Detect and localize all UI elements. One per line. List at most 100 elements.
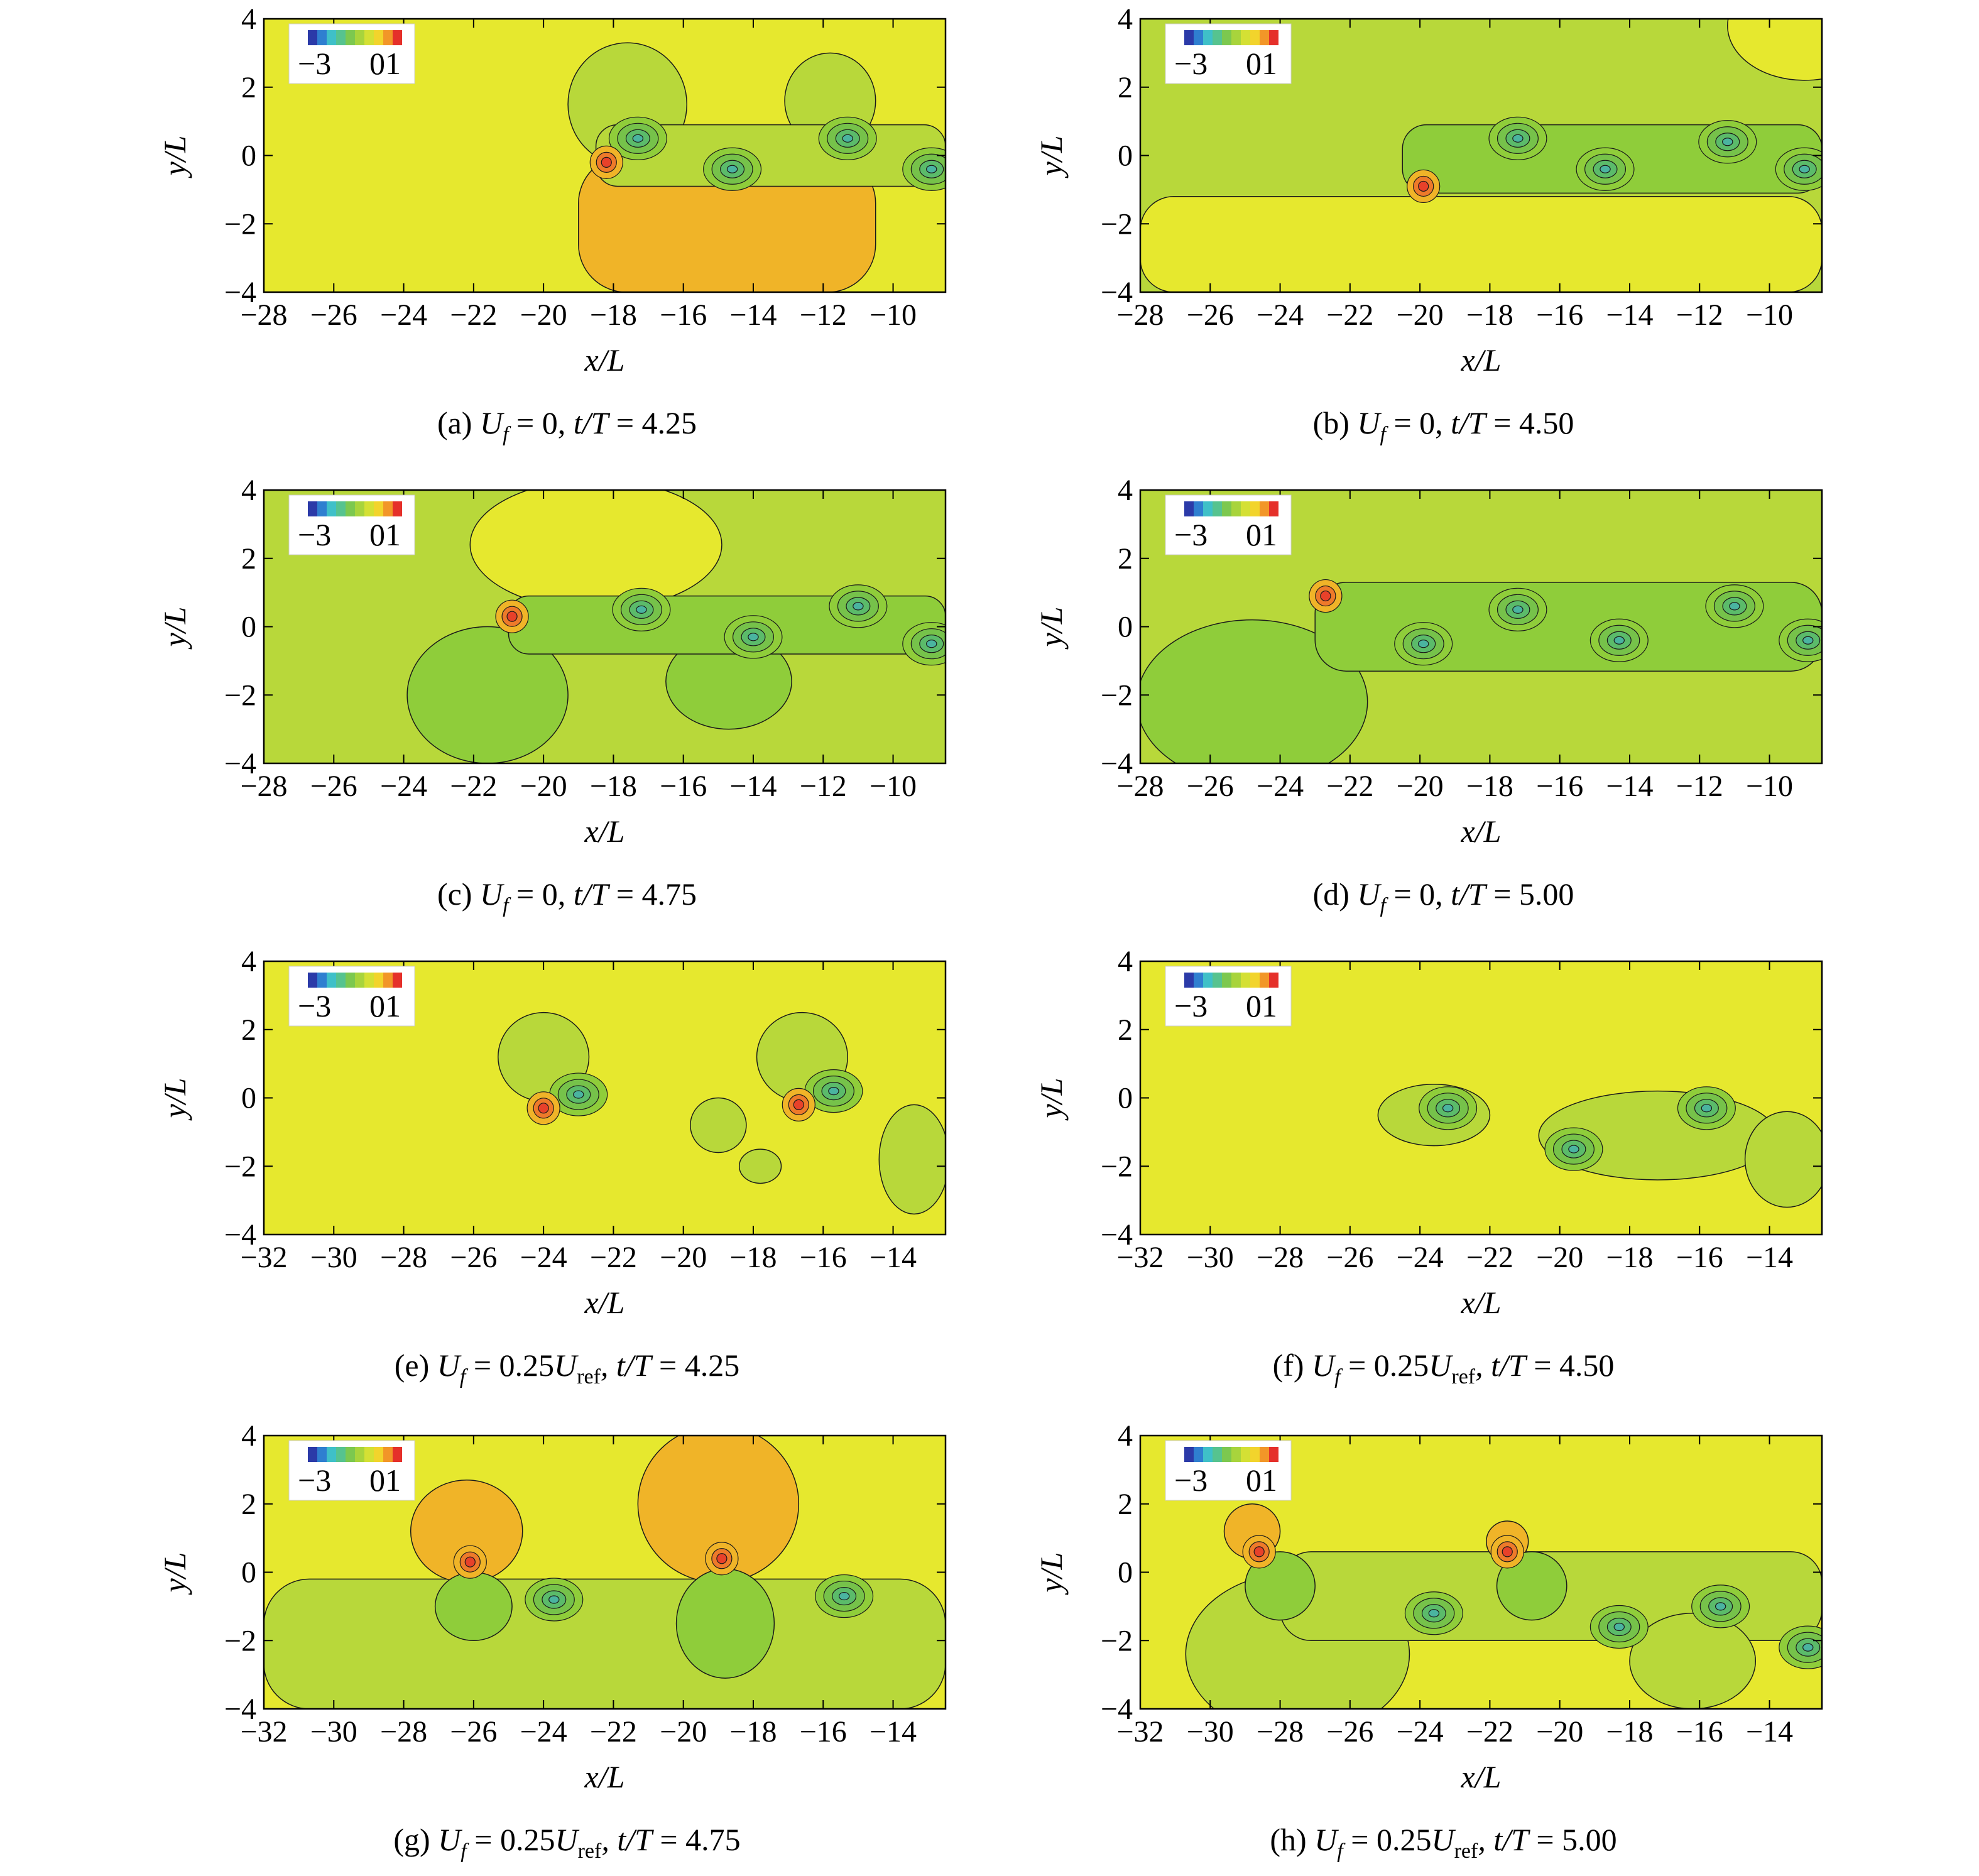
caption-part: U (1357, 876, 1382, 912)
pressure-hotspot (464, 1556, 476, 1568)
colorbar-swatch (1222, 501, 1231, 516)
x-tick-label: −14 (1746, 1715, 1793, 1748)
y-tick-label: 0 (241, 611, 256, 644)
caption-part: U (480, 876, 504, 912)
y-tick-label: −2 (1101, 1624, 1133, 1657)
y-tick-label: −4 (224, 747, 256, 780)
vortex-contour (828, 1087, 839, 1096)
x-tick-label: −26 (450, 1241, 497, 1274)
colorbar-swatch (374, 973, 383, 988)
contour-region (264, 1578, 946, 1709)
vortex-contour (1568, 1145, 1579, 1153)
colorbar-label-max: 01 (369, 46, 401, 81)
x-tick-label: −24 (1397, 1241, 1444, 1274)
colorbar-swatch (364, 1447, 374, 1462)
x-tick-label: −18 (1466, 298, 1513, 332)
colorbar-swatch (1231, 501, 1241, 516)
colorbar-swatch (1203, 501, 1213, 516)
x-tick-label: −24 (1257, 770, 1304, 803)
colorbar-swatch (1184, 1447, 1194, 1462)
x-tick-label: −18 (1466, 770, 1513, 803)
colorbar-swatch (1213, 973, 1222, 988)
caption-part: U (1431, 1822, 1456, 1857)
x-axis-title: x/L (584, 1759, 625, 1794)
contour-region (738, 1148, 782, 1184)
y-tick-label: 4 (241, 1419, 256, 1453)
x-tick-label: −30 (1187, 1241, 1234, 1274)
panel-caption: (e) Uf = 0.25Uref, t/T = 4.25 (395, 1348, 739, 1388)
y-axis-title: y/L (157, 1552, 192, 1596)
colorbar-swatch (1213, 501, 1222, 516)
x-tick-label: −28 (240, 770, 287, 803)
y-tick-label: 4 (1118, 1419, 1133, 1453)
colorbar-swatch (1241, 30, 1250, 45)
colorbar-swatch (1250, 973, 1260, 988)
colorbar-swatch (1260, 973, 1269, 988)
pressure-hotspot (506, 611, 518, 622)
x-tick-label: −24 (380, 298, 427, 332)
x-tick-label: −28 (1116, 770, 1164, 803)
x-tick-label: −30 (1187, 1715, 1234, 1748)
contour-region (469, 490, 722, 611)
colorbar-swatch (346, 1447, 355, 1462)
y-tick-label: −4 (1101, 747, 1133, 780)
colorbar-swatch (374, 30, 383, 45)
y-tick-label: 2 (241, 542, 256, 575)
y-tick-label: 4 (1118, 945, 1133, 978)
x-tick-label: −18 (590, 298, 637, 332)
vortex-contour (1722, 138, 1733, 146)
vortex-contour (926, 640, 937, 648)
x-tick-label: −32 (240, 1715, 287, 1748)
pressure-hotspot (1253, 1546, 1265, 1557)
contour-region (1629, 1613, 1757, 1709)
contour-region (1140, 619, 1368, 763)
x-tick-label: −28 (240, 298, 287, 332)
caption-part: ref (577, 1365, 601, 1388)
x-tick-label: −22 (1466, 1241, 1513, 1274)
colorbar-swatch (383, 501, 393, 516)
pressure-hotspot (538, 1103, 549, 1114)
y-tick-label: −2 (1101, 1150, 1133, 1183)
panel-b: −28 −26 −24 −22 −20 −18 −16 −14 −12 −10−4−2024x/L… (1033, 3, 1823, 446)
colorbar-swatch (346, 501, 355, 516)
x-axis-title: x/L (1461, 1759, 1502, 1794)
contour-field (264, 1436, 946, 1709)
contour-field (1140, 490, 1822, 763)
caption-part: U (555, 1822, 579, 1857)
colorbar-swatch (327, 973, 336, 988)
colorbar-swatch (1269, 501, 1278, 516)
x-tick-label: −20 (520, 770, 567, 803)
colorbar-swatch (1241, 1447, 1250, 1462)
colorbar-swatch (355, 973, 364, 988)
contour-region (1727, 19, 1822, 81)
colorbar-swatch (1203, 30, 1213, 45)
y-tick-label: −4 (224, 276, 256, 309)
x-tick-label: −10 (1746, 770, 1793, 803)
colorbar-swatch (1194, 973, 1203, 988)
y-tick-label: −2 (224, 679, 256, 712)
x-tick-label: −16 (800, 1715, 847, 1748)
colorbar-swatch (308, 1447, 317, 1462)
panel-caption: (d) Uf = 0, t/T = 5.00 (1313, 876, 1574, 917)
colorbar-swatch (355, 501, 364, 516)
y-axis-title: y/L (1033, 607, 1069, 650)
colorbar-legend: −3 01 (1165, 966, 1292, 1027)
caption-part: U (1429, 1348, 1453, 1383)
caption-part: U (1357, 405, 1382, 440)
contour-field (264, 19, 946, 292)
colorbar-label-max: 01 (369, 988, 401, 1023)
colorbar-swatch (355, 1447, 364, 1462)
colorbar-swatch (364, 501, 374, 516)
x-tick-label: −20 (1536, 1241, 1583, 1274)
colorbar-swatch (383, 973, 393, 988)
contour-region (878, 1104, 946, 1215)
x-tick-label: −28 (1116, 298, 1164, 332)
vortex-contour (1417, 640, 1429, 648)
x-tick-label: −22 (450, 298, 497, 332)
colorbar-label-min: −3 (1174, 1463, 1208, 1498)
y-tick-label: 2 (241, 1013, 256, 1047)
x-tick-label: −20 (520, 298, 567, 332)
contour-field (1140, 961, 1822, 1235)
panel-f: −32 −30 −28 −26 −24 −22 −20 −18 −16 −14−4−2024x/L… (1033, 945, 1823, 1388)
colorbar-swatch (1260, 1447, 1269, 1462)
